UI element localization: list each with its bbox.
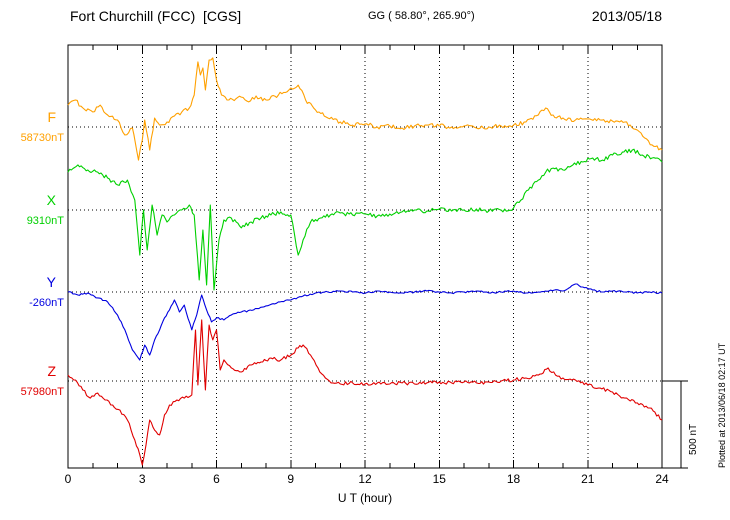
plot-frame <box>67 44 663 469</box>
x-tick-label: 12 <box>358 472 372 486</box>
component-baseline-F: 58730nT <box>20 132 64 144</box>
component-letter-X: X <box>46 192 56 208</box>
trace-F <box>67 57 663 161</box>
scale-bar-label: 500 nT <box>688 423 699 455</box>
component-letter-Z: Z <box>47 363 56 379</box>
x-tick-label: 6 <box>213 472 220 486</box>
trace-Z <box>67 319 663 466</box>
trace-Y <box>67 283 663 361</box>
x-tick-label: 15 <box>432 472 446 486</box>
x-tick-label: 18 <box>506 472 521 486</box>
x-tick-label: 9 <box>287 472 295 486</box>
x-axis-label: U T (hour) <box>337 491 393 505</box>
component-baseline-Y: -260nT <box>29 297 64 309</box>
x-tick-label: 21 <box>581 472 595 486</box>
x-tick-label: 24 <box>655 472 669 486</box>
x-tick-label: 0 <box>64 472 72 486</box>
component-baseline-Z: 57980nT <box>20 386 64 398</box>
station-title: Fort Churchill (FCC) [CGS] <box>70 8 242 24</box>
component-letter-Y: Y <box>46 274 56 290</box>
x-tick-label: 3 <box>138 472 146 486</box>
component-letter-F: F <box>47 109 56 125</box>
plotted-at-note: Plotted at 2013/06/18 02:17 UT <box>717 342 727 468</box>
plot-date: 2013/05/18 <box>591 8 662 24</box>
gg-coordinates: GG ( 58.80°, 265.90°) <box>368 10 475 22</box>
component-baseline-X: 9310nT <box>26 215 64 227</box>
trace-X <box>67 148 663 291</box>
